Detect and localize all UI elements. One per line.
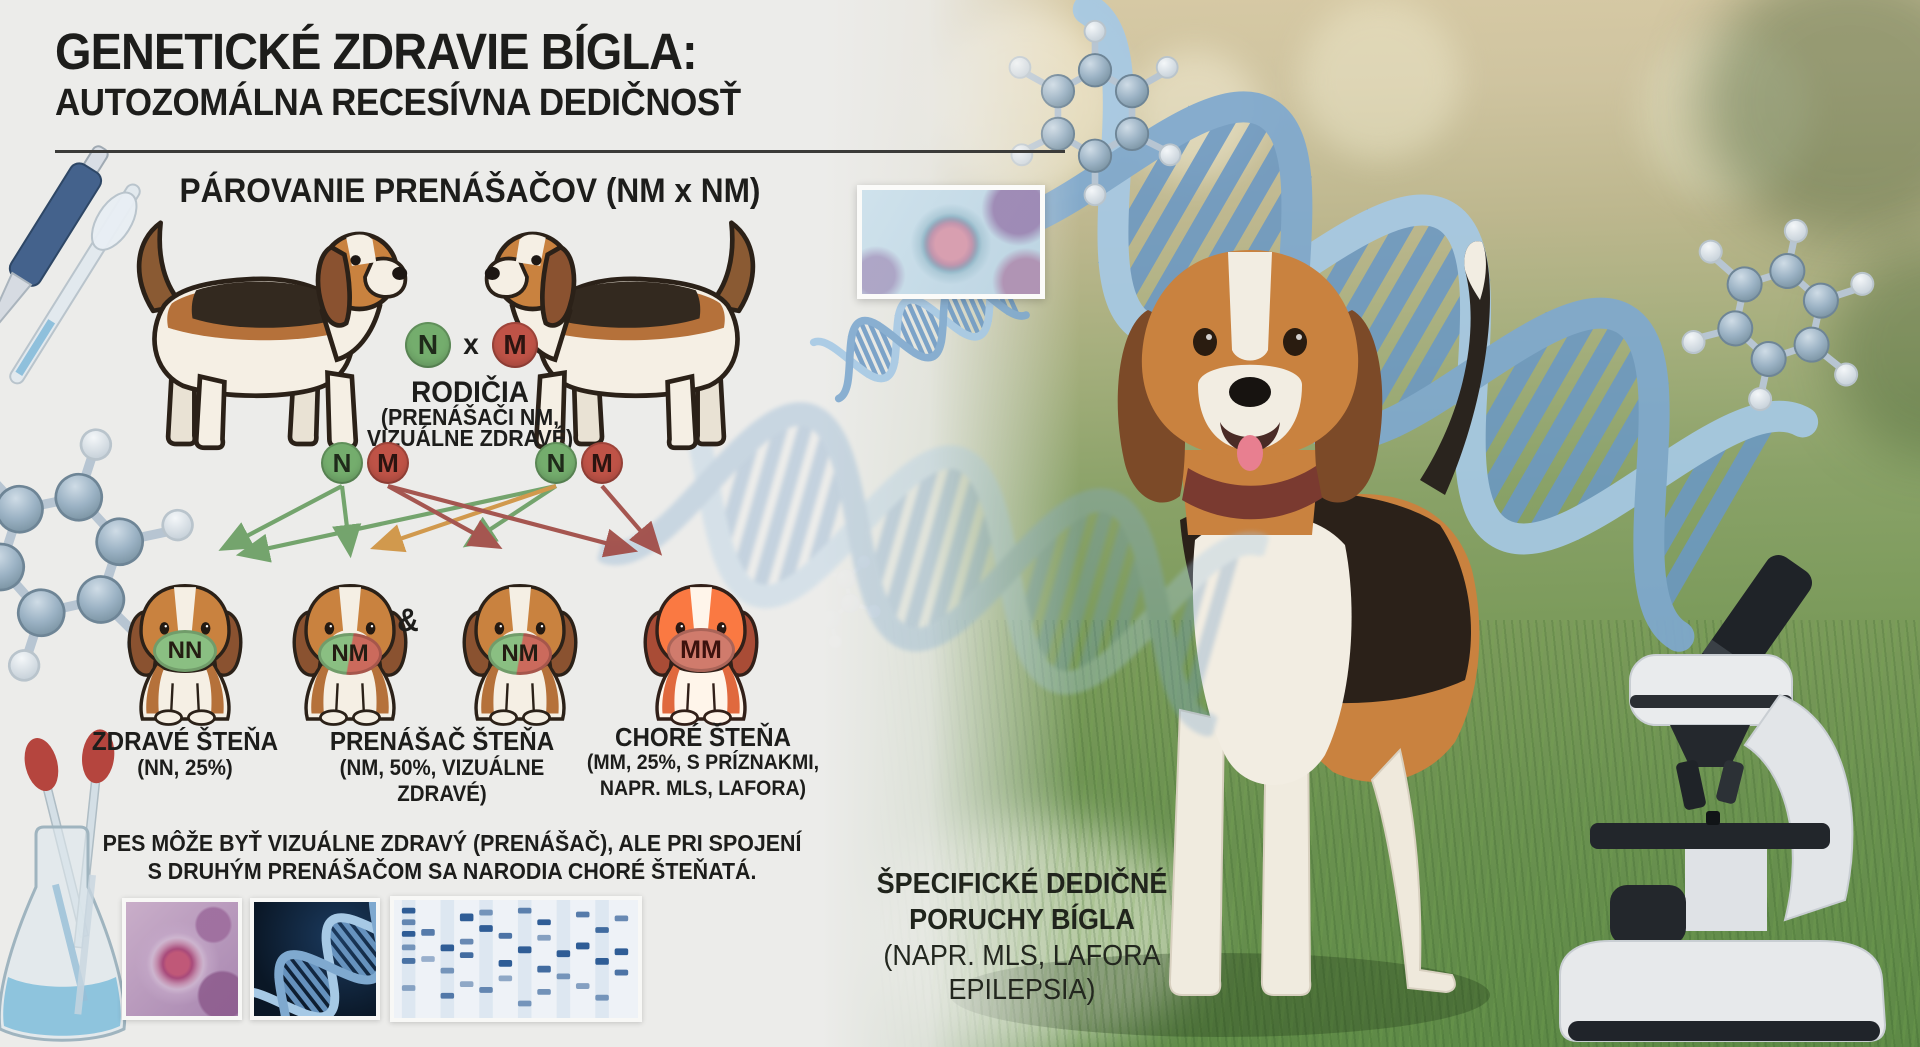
offspring-healthy-desc: (NN, 25%)	[137, 755, 233, 780]
diagram-heading: PÁROVANIE PRENÁŠAČOV (NM x NM)	[179, 172, 761, 210]
note-line-2: S DRUHÝM PRENÁŠAČOM SA NARODIA CHORÉ ŠTE…	[147, 858, 757, 884]
page-subtitle: AUTOZOMÁLNA RECESÍVNA DEDIČNOSŤ	[55, 82, 741, 124]
offspring-carrier-title: PRENÁŠAČ ŠTEŇA	[329, 726, 555, 756]
gamete-n-right: N	[535, 442, 577, 484]
offspring-affected-title: CHORÉ ŠTEŇA	[614, 722, 792, 752]
disorders-caption-4: EPILEPSIA)	[948, 974, 1096, 1006]
disorders-caption-1: ŠPECIFICKÉ DEDIČNÉ	[876, 868, 1168, 900]
allele-n-circle: N	[405, 322, 451, 368]
gel-electrophoresis-thumbnail	[390, 896, 642, 1022]
genotype-badge-nn: NN	[153, 630, 217, 672]
gamete-n-left: N	[321, 442, 363, 484]
flask-icon	[0, 729, 127, 1042]
genotype-badge-nm-1: NM	[318, 633, 382, 675]
gel-lanes	[401, 900, 629, 1018]
bokeh-light	[1300, 0, 1460, 160]
genotype-badge-mm: MM	[667, 628, 735, 672]
dog-tongue	[1237, 435, 1263, 471]
dog-head	[1117, 250, 1383, 535]
offspring-affected-desc-1: (MM, 25%, S PRÍZNAKMI,	[586, 751, 820, 774]
page-title: GENETICKÉ ZDRAVIE BÍGLA:	[55, 23, 698, 80]
microscope-icon	[1559, 554, 1887, 1042]
offspring-carrier-desc-2: ZDRAVÉ)	[397, 781, 487, 806]
offspring-affected-desc-2: NAPR. MLS, LAFORA)	[599, 777, 807, 800]
ampersand: &	[397, 602, 419, 638]
cell-micrograph-thumbnail	[122, 898, 242, 1020]
disorders-caption-2: PORUCHY BÍGLA	[909, 904, 1135, 936]
dog-body	[1168, 492, 1480, 996]
header-divider	[55, 150, 1065, 153]
dna-thumbnail	[250, 898, 380, 1020]
parents-title: RODIČIA	[411, 376, 529, 409]
offspring-healthy-title: ZDRAVÉ ŠTEŇA	[91, 726, 279, 756]
gamete-m-left: M	[367, 442, 409, 484]
dog-tail	[1420, 241, 1490, 495]
allele-m-circle: M	[492, 322, 538, 368]
cell-micrograph-inset	[857, 185, 1045, 299]
gamete-m-right: M	[581, 442, 623, 484]
cross-symbol: x	[463, 328, 479, 361]
disorders-caption-3: (NAPR. MLS, LAFORA	[883, 940, 1161, 972]
bokeh-light	[1640, 30, 1810, 200]
genotype-badge-nm-2: NM	[488, 633, 552, 675]
pipette-icons	[0, 145, 141, 385]
offspring-carrier-desc-1: (NM, 50%, VIZUÁLNE	[339, 755, 545, 780]
beagle-photo	[950, 241, 1490, 1037]
dog-collar	[1182, 466, 1322, 520]
note-line-1: PES MÔŽE BYŤ VIZUÁLNE ZDRAVÝ (PRENÁŠAČ),…	[102, 830, 802, 856]
dna-thumbnail-helix	[254, 902, 376, 1016]
parents-desc-1: (PRENÁŠAČI NM,	[380, 404, 560, 430]
